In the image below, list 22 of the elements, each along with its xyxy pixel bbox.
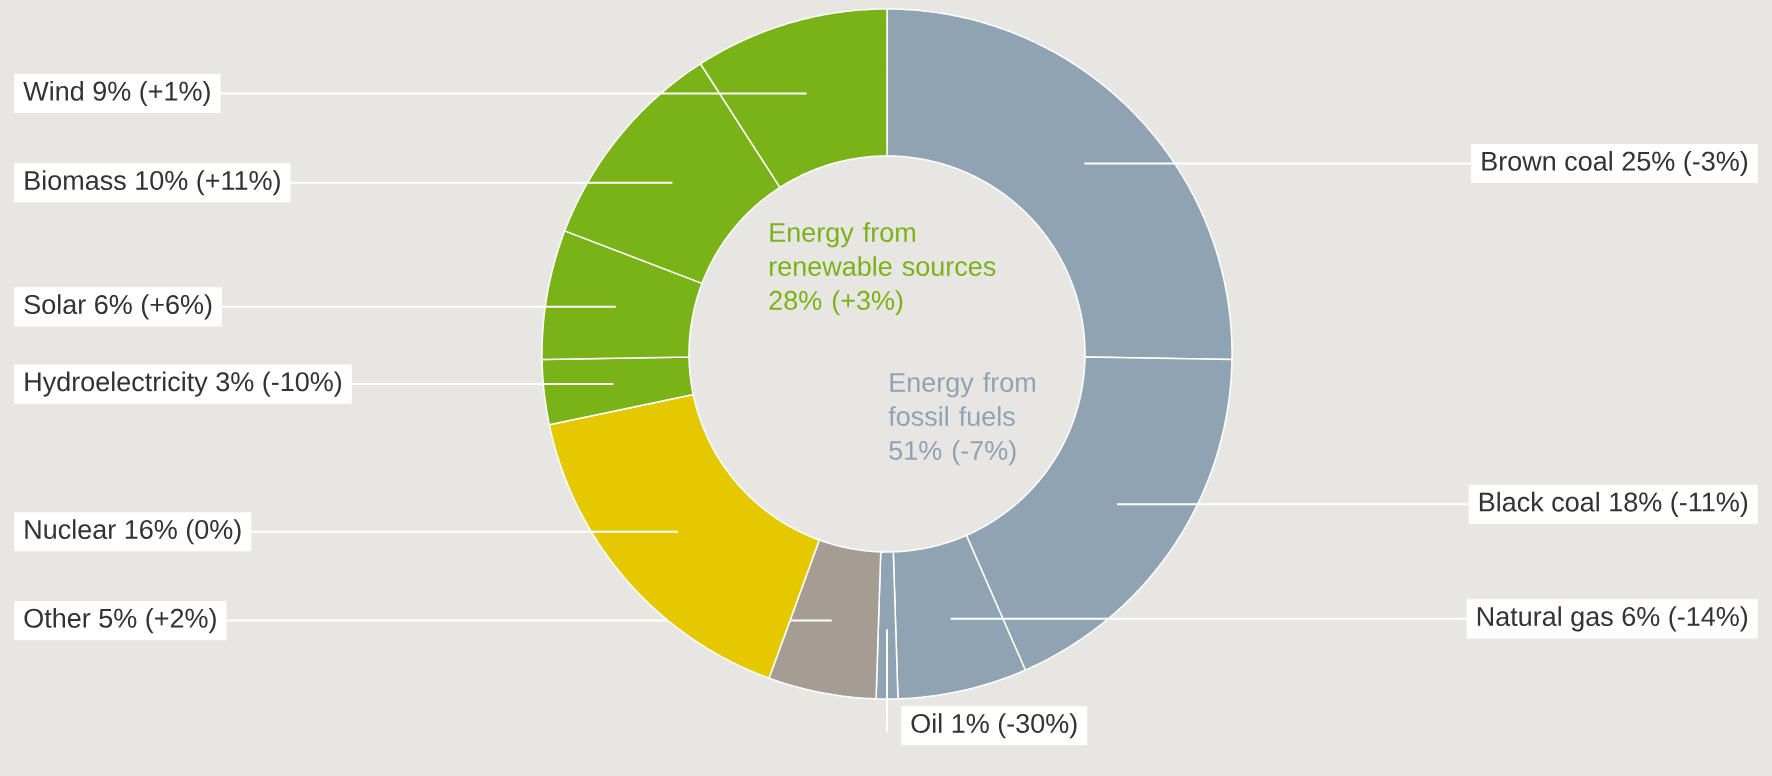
slice-label: Black coal — [1479, 491, 1599, 512]
slice-label: Hydroelectricity — [25, 371, 208, 397]
slice-label: Brown coal — [1482, 150, 1612, 171]
slice-label: Wind — [23, 80, 83, 101]
data-label: 6% (-14%) — [1622, 606, 1748, 632]
data-label: 16% (0%) — [125, 519, 241, 545]
text: Energy from fossil fuels 51% (-7%) — [888, 372, 1035, 466]
slice-label: Natural gas — [1477, 606, 1613, 632]
text: Energy from renewable sources 28% (+3%) — [769, 222, 996, 316]
slice-label: Nuclear — [25, 519, 116, 540]
data-label: 25% (-3%) — [1622, 150, 1748, 177]
data-label: 18% (-11%) — [1610, 491, 1748, 517]
data-label: 5% (+2%) — [99, 607, 216, 634]
slice-label: Oil — [911, 713, 942, 734]
slice-label: Solar — [24, 294, 86, 315]
data-label: 10% (+11%) — [136, 170, 280, 196]
data-label: 3% (-10%) — [216, 371, 342, 397]
data-label: 6% (+6%) — [95, 294, 212, 320]
slice-label: Other — [24, 607, 91, 628]
data-label: 1% (-30%) — [952, 713, 1077, 739]
slice-label: Biomass — [25, 170, 126, 191]
data-label: 9% (+1%) — [93, 80, 210, 107]
